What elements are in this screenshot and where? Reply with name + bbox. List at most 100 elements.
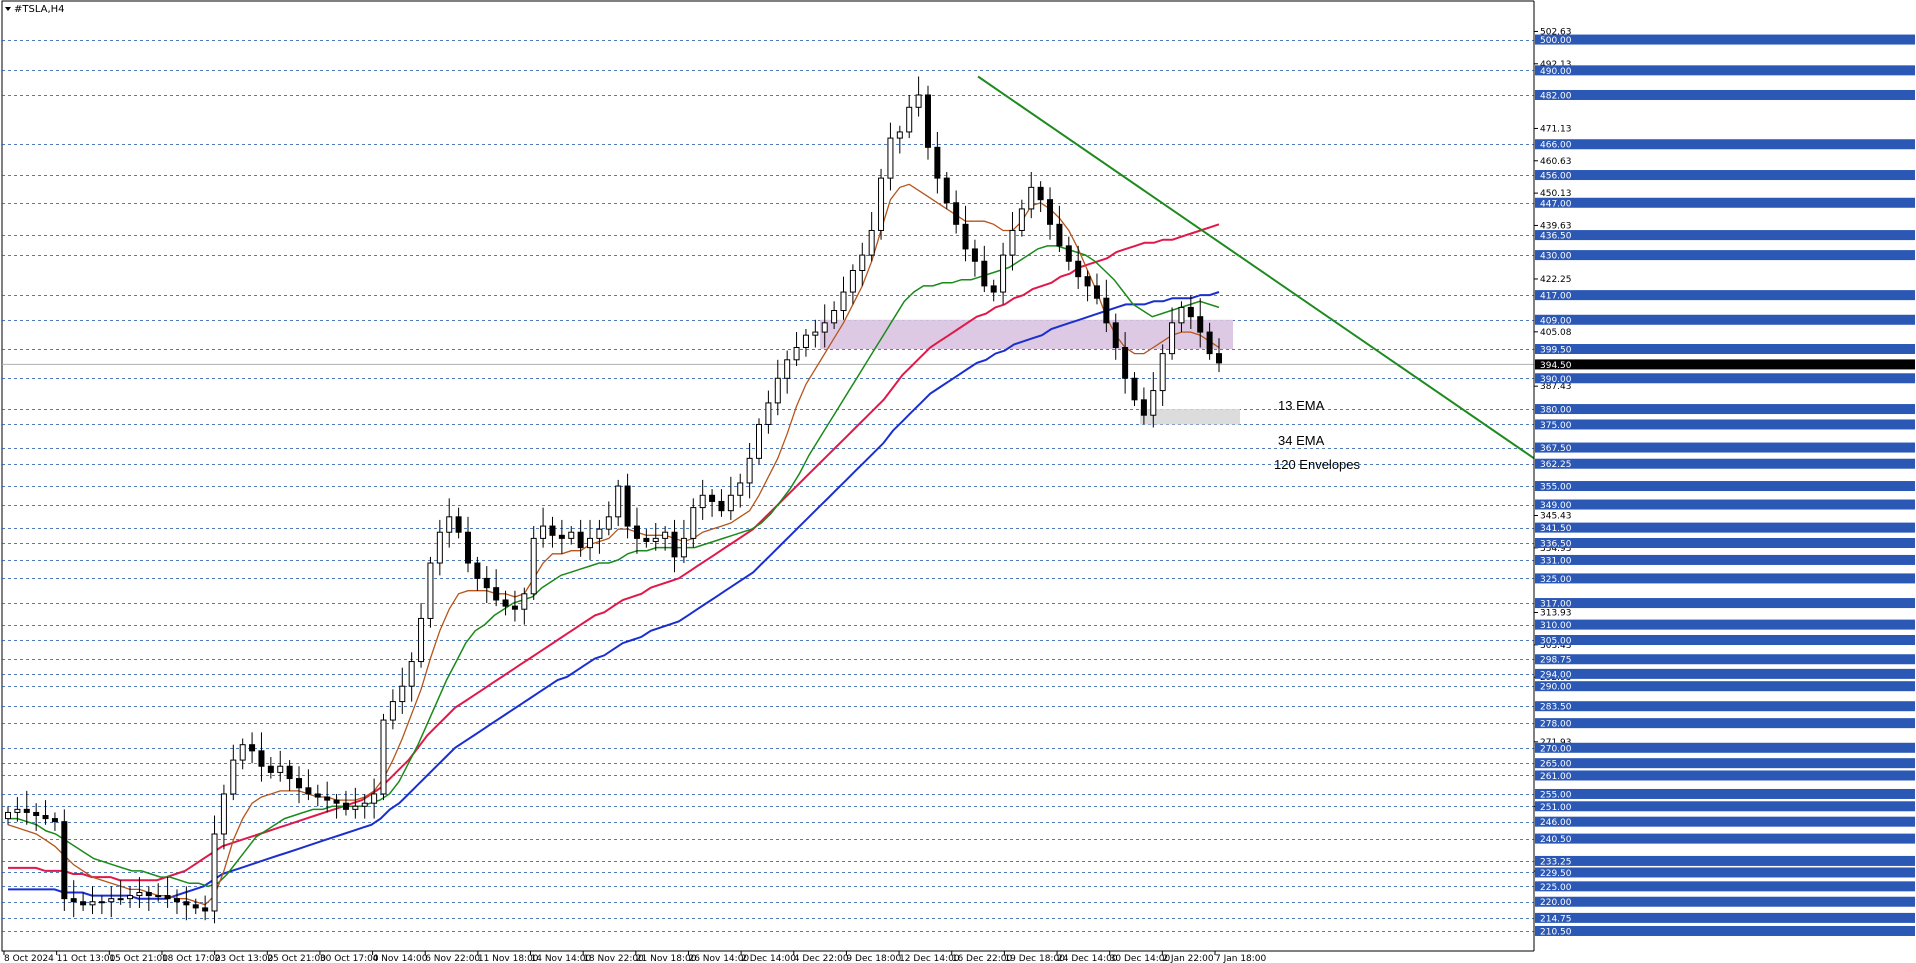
candle-body-bear bbox=[80, 901, 87, 906]
candle-body-bear bbox=[1056, 223, 1063, 247]
level-tag bbox=[1535, 742, 1915, 753]
candle bbox=[821, 304, 828, 348]
candle bbox=[89, 886, 96, 915]
candle-body-bull bbox=[868, 229, 875, 256]
candle-body-bear bbox=[1140, 399, 1147, 416]
candle-body-bull bbox=[89, 901, 96, 906]
time-tick-label: 4 Dec 22:00 bbox=[794, 954, 849, 963]
candle bbox=[474, 556, 481, 591]
trendline-layer[interactable] bbox=[977, 75, 1535, 460]
candle bbox=[258, 732, 265, 782]
current-price-label: 394.50 bbox=[1540, 361, 1572, 371]
candle-body-bear bbox=[1103, 297, 1110, 324]
candle-body-bear bbox=[483, 577, 490, 589]
candle bbox=[173, 889, 180, 915]
candle-body-bull bbox=[821, 322, 828, 333]
candle bbox=[1178, 301, 1185, 333]
level-tag bbox=[1535, 925, 1915, 936]
candle bbox=[709, 489, 716, 517]
candle bbox=[1216, 338, 1222, 373]
level-tag-label: 290.00 bbox=[1540, 683, 1572, 693]
candle bbox=[981, 245, 988, 293]
price-tick-label: 405.08 bbox=[1540, 328, 1572, 338]
candle bbox=[408, 652, 415, 702]
candle bbox=[136, 877, 143, 908]
candle-body-bull bbox=[14, 808, 21, 813]
level-tag bbox=[1535, 442, 1915, 453]
candle-body-bear bbox=[23, 808, 30, 813]
candle bbox=[5, 806, 11, 825]
candle bbox=[887, 122, 894, 191]
level-tag bbox=[1535, 881, 1915, 892]
level-tag bbox=[1535, 816, 1915, 827]
resistance-zone bbox=[820, 319, 1233, 350]
candle-body-bear bbox=[1216, 353, 1222, 364]
candle bbox=[361, 793, 368, 819]
candle bbox=[1093, 273, 1100, 305]
candle-body-bull bbox=[802, 334, 809, 348]
zones bbox=[820, 319, 1240, 425]
candle-body-bear bbox=[1093, 285, 1100, 299]
candle-body-bear bbox=[1065, 245, 1072, 262]
candle bbox=[98, 895, 105, 915]
level-tag bbox=[1535, 573, 1915, 584]
candle-body-bull bbox=[436, 531, 443, 564]
candle-body-bull bbox=[849, 269, 856, 293]
candle-body-bear bbox=[493, 587, 500, 601]
candle bbox=[765, 390, 772, 434]
candle bbox=[145, 886, 152, 911]
candle-body-bear bbox=[42, 815, 49, 820]
candle bbox=[23, 790, 30, 825]
candle-body-bull bbox=[371, 793, 378, 804]
candle-body-bear bbox=[558, 534, 565, 539]
candle bbox=[849, 264, 856, 305]
candle bbox=[1159, 344, 1166, 406]
candle-body-bear bbox=[1112, 322, 1119, 348]
price-tick-label: 422.25 bbox=[1540, 275, 1572, 285]
level-tag bbox=[1535, 701, 1915, 712]
level-tag-label: 375.00 bbox=[1540, 421, 1572, 431]
candle-body-bear bbox=[624, 485, 631, 527]
level-tag-label: 225.00 bbox=[1540, 883, 1572, 893]
candle-body-bear bbox=[164, 895, 171, 900]
price-tick-label: 334.93 bbox=[1540, 544, 1572, 554]
level-tag bbox=[1535, 668, 1915, 679]
candle-body-bear bbox=[1084, 276, 1091, 287]
candle bbox=[511, 590, 518, 622]
level-tag-label: 336.50 bbox=[1540, 540, 1572, 550]
candle bbox=[662, 526, 669, 551]
level-tag bbox=[1535, 250, 1915, 261]
time-tick-label: 11 Oct 13:00 bbox=[57, 954, 116, 963]
candle-body-bull bbox=[98, 901, 105, 904]
dropdown-triangle-icon[interactable] bbox=[5, 7, 11, 11]
level-tag bbox=[1535, 230, 1915, 241]
candle-body-bear bbox=[643, 537, 650, 542]
candle-body-bull bbox=[530, 537, 537, 595]
candle-body-bull bbox=[652, 537, 659, 542]
legend-ema34: 34 EMA bbox=[1278, 433, 1325, 448]
candle bbox=[1131, 372, 1138, 406]
candle bbox=[1103, 279, 1110, 333]
candle-body-bull bbox=[136, 891, 143, 897]
time-tick-label: 16 Dec 22:00 bbox=[952, 954, 1013, 963]
candle bbox=[455, 507, 462, 539]
candle-body-bear bbox=[192, 904, 199, 909]
candle-body-bull bbox=[446, 516, 453, 533]
plot-border bbox=[1, 0, 1535, 952]
candle bbox=[1084, 270, 1091, 302]
price-tick-label: 450.13 bbox=[1540, 189, 1572, 199]
candle-body-bear bbox=[305, 787, 312, 795]
candle-body-bull bbox=[859, 254, 866, 271]
level-tag-label: 436.50 bbox=[1540, 232, 1572, 242]
candle bbox=[943, 171, 950, 209]
legend-ema13: 13 EMA bbox=[1278, 398, 1325, 413]
grid-lines bbox=[1, 0, 1535, 952]
level-tag-label: 210.50 bbox=[1540, 927, 1572, 937]
level-tag bbox=[1535, 681, 1915, 692]
downtrend-line[interactable] bbox=[977, 75, 1535, 460]
candle-body-bear bbox=[709, 494, 716, 502]
candle bbox=[802, 329, 809, 357]
candle bbox=[746, 442, 753, 499]
level-tag-label: 380.00 bbox=[1540, 406, 1572, 416]
